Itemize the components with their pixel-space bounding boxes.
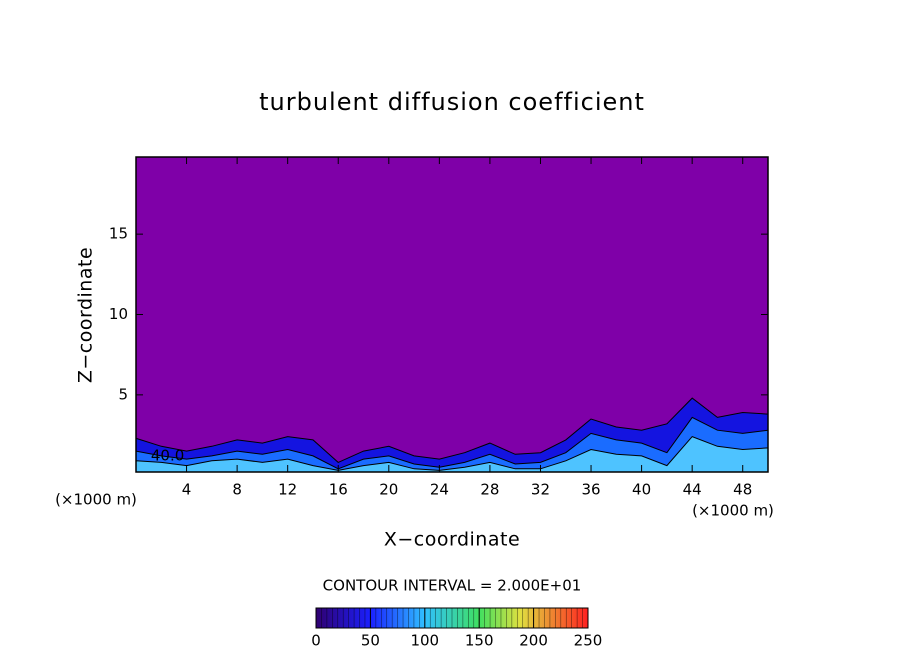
x-tick-label: 32 bbox=[531, 481, 550, 499]
x-tick-label: 8 bbox=[232, 481, 242, 499]
colorbar-tick-label: 0 bbox=[311, 632, 321, 650]
y-tick-label: 10 bbox=[109, 305, 128, 323]
contour-interval: CONTOUR INTERVAL = 2.000E+01 bbox=[323, 577, 582, 595]
x-tick-label: 24 bbox=[430, 481, 449, 499]
contour-band bbox=[136, 436, 768, 472]
colorbar-tick-label: 150 bbox=[465, 632, 494, 650]
x-tick-label: 36 bbox=[581, 481, 600, 499]
x-axis-label: X−coordinate bbox=[384, 529, 520, 551]
y-axis-label: Z−coordinate bbox=[75, 247, 97, 383]
x-tick-label: 44 bbox=[683, 481, 702, 499]
x-unit: (×1000 m) bbox=[692, 502, 774, 520]
colorbar-tick-label: 200 bbox=[519, 632, 548, 650]
x-tick-label: 12 bbox=[278, 481, 297, 499]
x-tick-label: 40 bbox=[632, 481, 651, 499]
x-tick-label: 4 bbox=[182, 481, 192, 499]
x-tick-label: 28 bbox=[480, 481, 499, 499]
colorbar-tick-label: 250 bbox=[574, 632, 603, 650]
chart-title: turbulent diffusion coefficient bbox=[259, 88, 645, 116]
x-tick-label: 20 bbox=[379, 481, 398, 499]
colorbar-tick-label: 50 bbox=[361, 632, 380, 650]
x-tick-label: 16 bbox=[329, 481, 348, 499]
x-tick-label: 48 bbox=[733, 481, 752, 499]
contour-label: 40.0 bbox=[151, 446, 184, 464]
y-tick-label: 5 bbox=[118, 385, 128, 403]
y-tick-label: 15 bbox=[109, 225, 128, 243]
y-unit: (×1000 m) bbox=[55, 491, 137, 509]
colorbar-tick-label: 100 bbox=[410, 632, 439, 650]
plot-background bbox=[136, 157, 768, 472]
